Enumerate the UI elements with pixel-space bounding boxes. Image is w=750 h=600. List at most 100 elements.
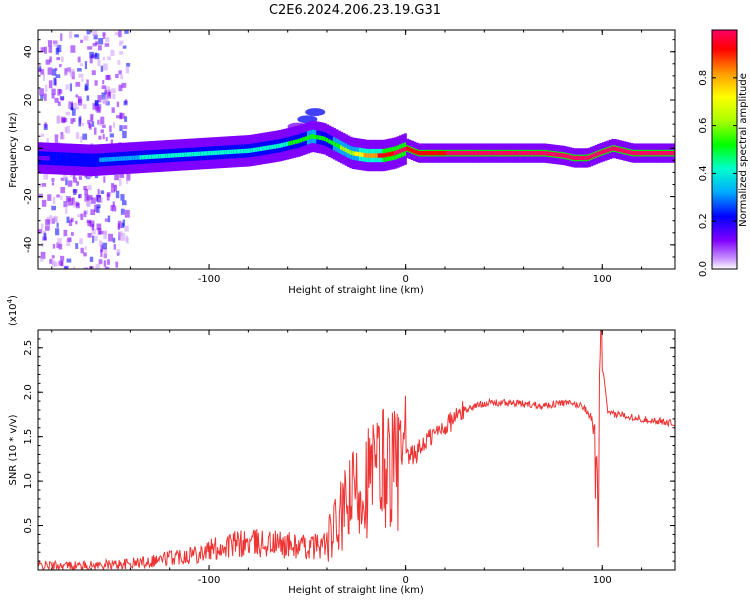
noise-cell bbox=[82, 133, 88, 140]
noise-cell bbox=[40, 223, 44, 229]
noise-cell bbox=[60, 187, 66, 194]
noise-cell bbox=[51, 255, 55, 259]
ridge-core-cell bbox=[547, 151, 551, 156]
noise-cell bbox=[97, 95, 102, 103]
ridge-core-cell bbox=[146, 154, 150, 160]
ridge-core-cell bbox=[498, 150, 502, 156]
noise-cell bbox=[77, 214, 82, 218]
ridge-core-cell bbox=[389, 151, 393, 157]
ridge-core-cell bbox=[56, 156, 61, 161]
ridge-core-cell bbox=[45, 156, 49, 161]
ridge-core-cell bbox=[377, 153, 381, 158]
noise-cell bbox=[60, 255, 65, 261]
noise-cell bbox=[53, 261, 58, 267]
noise-cell bbox=[102, 80, 105, 85]
ridge-core-cell bbox=[406, 146, 410, 151]
noise-cell bbox=[110, 189, 115, 193]
noise-cell bbox=[58, 244, 63, 250]
ridge-core-cell bbox=[420, 150, 424, 156]
noise-cell bbox=[67, 237, 72, 242]
noise-cell bbox=[40, 257, 44, 262]
noise-cell bbox=[100, 244, 104, 253]
noise-cell bbox=[66, 216, 70, 224]
noise-cell bbox=[78, 73, 84, 78]
ridge-core-cell bbox=[233, 149, 237, 154]
noise-cell bbox=[67, 198, 73, 206]
noise-cell bbox=[80, 247, 84, 254]
spectrogram-frame bbox=[37, 29, 676, 270]
noise-cell bbox=[60, 260, 64, 267]
noise-cell bbox=[126, 173, 131, 181]
ridge-core-cell bbox=[455, 150, 459, 156]
colorbar-label: Normalized spectral amplitude bbox=[738, 73, 749, 227]
noise-cell bbox=[101, 100, 106, 104]
noise-cell bbox=[76, 181, 79, 186]
ridge-core-cell bbox=[457, 150, 462, 156]
noise-cell bbox=[95, 194, 100, 201]
noise-cell bbox=[73, 188, 77, 195]
noise-cell bbox=[117, 223, 120, 230]
noise-cell bbox=[89, 56, 93, 64]
snr-axes: -100 0 100 0.5 1.0 1.5 2.0 2.5 bbox=[23, 330, 675, 586]
noise-cell bbox=[79, 193, 82, 199]
ridge-core-cell bbox=[193, 151, 197, 157]
noise-cell bbox=[51, 205, 57, 211]
noise-cell bbox=[74, 34, 79, 38]
noise-cell bbox=[60, 33, 63, 41]
ridge-core-cell bbox=[108, 157, 112, 162]
ridge-core-cell bbox=[167, 153, 171, 158]
colorbar-tick-label: 0.4 bbox=[698, 165, 709, 181]
ridge-core-cell bbox=[540, 150, 544, 156]
noise-cell bbox=[94, 52, 98, 58]
colorbar-gradient bbox=[712, 30, 737, 269]
ridge-core-cell bbox=[342, 146, 346, 151]
ridge-core-cell bbox=[186, 152, 190, 157]
noise-cell bbox=[69, 83, 73, 92]
ridge-core-cell bbox=[446, 150, 450, 156]
ridge-core-cell bbox=[512, 150, 516, 156]
ridge-core-cell bbox=[262, 146, 266, 151]
noise-cell bbox=[124, 209, 130, 218]
noise-cell bbox=[45, 59, 51, 65]
ridge-core-cell bbox=[188, 152, 193, 157]
ridge-core-cell bbox=[571, 155, 575, 160]
ridge-core-cell bbox=[160, 153, 164, 159]
ridge-core-cell bbox=[516, 150, 521, 156]
ridge-core-cell bbox=[73, 157, 77, 162]
noise-cell bbox=[89, 51, 95, 58]
noise-cell bbox=[123, 100, 128, 106]
noise-cell bbox=[102, 56, 105, 61]
noise-cell bbox=[66, 258, 72, 263]
ridge-core-cell bbox=[382, 153, 386, 158]
noise-cell bbox=[51, 94, 55, 99]
ridge-core-cell bbox=[646, 150, 650, 156]
ridge-core-cell bbox=[295, 139, 299, 144]
noise-cell bbox=[67, 180, 73, 187]
noise-cell bbox=[51, 68, 57, 76]
ridge-core-cell bbox=[639, 150, 643, 156]
ridge-core-cell bbox=[613, 146, 617, 151]
ridge-core-cell bbox=[493, 150, 497, 156]
ridge-core-cell bbox=[401, 147, 405, 153]
noise-cell bbox=[64, 68, 68, 75]
ridge-core-cell bbox=[465, 150, 469, 156]
ridge-core-cell bbox=[627, 149, 631, 155]
noise-cell bbox=[100, 116, 105, 125]
noise-cell bbox=[83, 185, 87, 191]
noise-cell bbox=[92, 30, 98, 37]
noise-cell bbox=[103, 63, 108, 71]
ridge-core-cell bbox=[542, 150, 547, 156]
noise-cell bbox=[98, 38, 104, 45]
ridge-core-cell bbox=[356, 151, 360, 157]
ridge-core-cell bbox=[391, 151, 396, 156]
noise-cell bbox=[100, 249, 103, 257]
colorbar-tick-label: 0.6 bbox=[698, 118, 709, 134]
noise-cell bbox=[94, 204, 98, 212]
noise-cell bbox=[64, 71, 67, 76]
noise-cell bbox=[112, 122, 116, 128]
ridge-core-cell bbox=[153, 154, 157, 159]
ridge-core-cell bbox=[660, 150, 665, 156]
ridge-core-cell bbox=[255, 147, 259, 152]
ridge-core-cell bbox=[479, 150, 483, 156]
ridge-core-cell bbox=[552, 152, 556, 157]
